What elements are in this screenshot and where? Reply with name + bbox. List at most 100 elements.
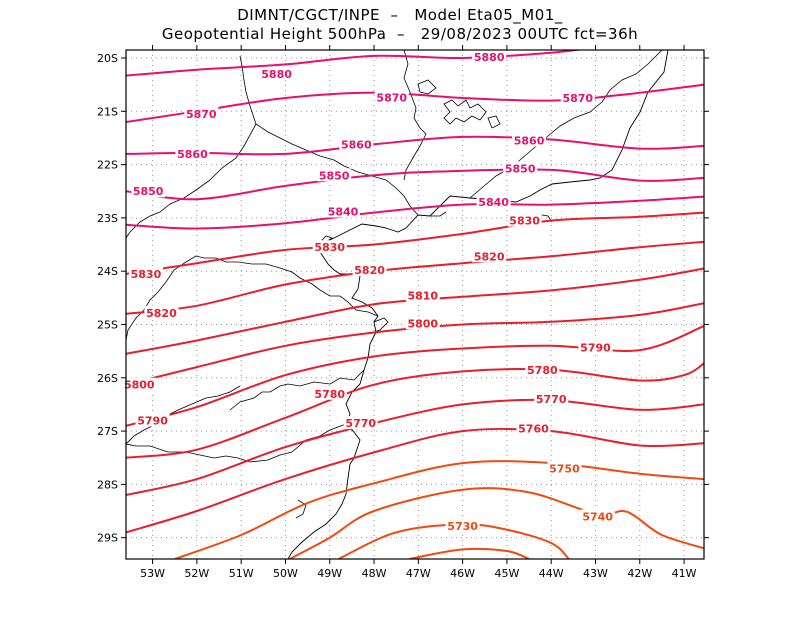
contour-label-bg: [560, 90, 595, 104]
contour-label-bg: [352, 263, 387, 277]
contour-line-5730: [338, 523, 570, 559]
contour-label-bg: [503, 161, 538, 175]
lat-tick-label: 20S: [97, 52, 118, 65]
contour-label: 5760: [518, 422, 549, 435]
lon-tick-label: 42W: [627, 567, 652, 580]
contour-label-bg: [175, 146, 210, 160]
lat-tick-label: 23S: [97, 212, 118, 225]
contour-label: 5830: [509, 215, 540, 228]
contour-label-layer: 5880 5880 5870 5870 5870 5860 5860 5860 5850 5850…: [122, 49, 615, 533]
lon-tick-label: 47W: [406, 567, 431, 580]
contour-label-bg: [525, 362, 560, 376]
contour-label: 5860: [514, 135, 545, 148]
lon-tick-label: 52W: [184, 567, 209, 580]
lon-tick-label: 53W: [140, 567, 165, 580]
contour-line-5860: [126, 135, 704, 156]
contour-line-5750: [174, 460, 704, 559]
contour-label: 5810: [407, 290, 438, 303]
lat-tick-label: 26S: [97, 372, 118, 385]
contour-label-bg: [317, 168, 352, 182]
lat-tick-label: 28S: [97, 478, 118, 491]
contour-label-bg: [512, 133, 547, 147]
contour-label-bg: [312, 386, 347, 400]
contour-label: 5850: [505, 162, 536, 175]
contour-label-bg: [135, 413, 170, 427]
contour-label-bg: [405, 288, 440, 302]
contour-label-bg: [122, 377, 157, 391]
contour-line-5740: [289, 487, 704, 559]
contour-label: 5880: [261, 68, 292, 81]
contour-label-bg: [476, 194, 511, 208]
contour-label-bg: [472, 249, 507, 263]
contour-line-5800: [126, 302, 704, 386]
map-frame: [125, 49, 705, 560]
contour-label: 5840: [478, 196, 509, 209]
lon-tick-label: 49W: [317, 567, 342, 580]
contour-line-5870: [126, 83, 704, 123]
contour-line-5880: [126, 50, 584, 77]
lon-tick-label: 41W: [672, 567, 697, 580]
lon-tick-label: 43W: [583, 567, 608, 580]
contour-label-bg: [128, 266, 163, 280]
lat-tick-label: 25S: [97, 318, 118, 331]
contour-label: 5780: [527, 364, 558, 377]
contour-label-bg: [580, 509, 615, 523]
contour-line-5810: [126, 267, 704, 355]
contour-label-bg: [516, 421, 551, 435]
contour-label-bg: [339, 137, 374, 151]
contour-label: 5800: [124, 379, 155, 392]
contour-label: 5830: [131, 268, 162, 281]
contour-line-5830: [126, 211, 704, 275]
contour-label: 5850: [319, 169, 350, 182]
lon-tick-label: 44W: [539, 567, 564, 580]
lon-tick-label: 46W: [450, 567, 475, 580]
axis-ticks: 20S 21S 22S 23S 24S 25S 26S 27S 28S 29S 53W 52W 51W 5…: [97, 45, 709, 580]
contour-label-bg: [534, 392, 569, 406]
contour-label: 5820: [146, 307, 177, 320]
lat-tick-label: 22S: [97, 159, 118, 172]
contour-line-5820: [126, 240, 704, 315]
lon-tick-label: 48W: [362, 567, 387, 580]
contour-label-bg: [547, 461, 582, 475]
contour-label-bg: [312, 240, 347, 254]
contour-layer: [126, 50, 704, 559]
contour-label: 5880: [474, 51, 505, 64]
contour-line-5780: [126, 362, 704, 459]
contour-label-bg: [131, 184, 166, 198]
lat-tick-label: 29S: [97, 532, 118, 545]
lat-tick-label: 21S: [97, 105, 118, 118]
contour-line-5760: [126, 427, 704, 534]
contour-label-bg: [343, 416, 378, 430]
contour-label: 5870: [186, 108, 217, 121]
contour-label-bg: [472, 49, 507, 63]
contour-label: 5770: [345, 417, 376, 430]
contour-label: 5840: [328, 205, 359, 218]
contour-label: 5770: [536, 393, 567, 406]
contour-label: 5790: [137, 414, 168, 427]
contour-label: 5740: [582, 510, 613, 523]
contour-line-5850: [126, 168, 704, 201]
map-title-line-1: DIMNT/CGCT/INPE – Model Eta05_M01_: [237, 6, 563, 24]
contour-label-bg: [326, 204, 361, 218]
contour-line-5770: [126, 398, 704, 496]
contour-label-bg: [144, 305, 179, 319]
contour-line-5840: [126, 195, 704, 230]
contour-label: 5730: [447, 520, 478, 533]
contour-label: 5860: [177, 148, 208, 161]
contour-label: 5850: [133, 185, 164, 198]
lon-tick-label: 45W: [494, 567, 519, 580]
contour-label-bg: [405, 316, 440, 330]
contour-label: 5750: [549, 462, 580, 475]
contour-label-bg: [184, 106, 219, 120]
contour-label-bg: [374, 90, 409, 104]
contour-line-5790: [126, 325, 704, 427]
contour-label: 5800: [407, 317, 438, 330]
map-title-line-2: Geopotential Height 500hPa – 29/08/2023 …: [161, 25, 639, 43]
contour-label-bg: [445, 518, 480, 532]
contour-label-bg: [507, 213, 542, 227]
lat-tick-label: 27S: [97, 425, 118, 438]
contour-label: 5830: [314, 241, 345, 254]
contour-label: 5860: [341, 138, 372, 151]
contour-label: 5790: [580, 341, 611, 354]
